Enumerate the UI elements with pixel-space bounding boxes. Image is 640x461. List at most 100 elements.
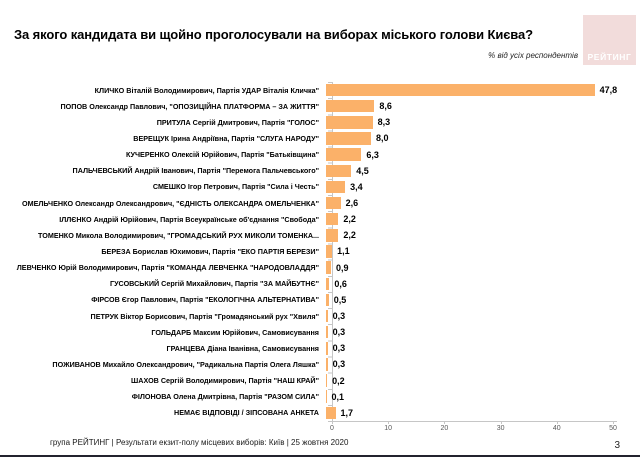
chart-row: ВЕРЕЩУК Ірина Андріївна, Партія "СЛУГА Н… (0, 130, 640, 146)
value-label: 0,1 (331, 391, 345, 402)
value-label: 0,3 (332, 359, 346, 370)
category-label: ТОМЕНКО Микола Володимирович, "ГРОМАДСЬК… (38, 230, 319, 240)
category-label: ВЕРЕЩУК Ірина Андріївна, Партія "СЛУГА Н… (133, 133, 319, 143)
chart-row: БЕРЕЗА Борислав Юхимович, Партія "ЕКО ПА… (0, 243, 640, 259)
bar (326, 180, 346, 194)
bar-track: 8,3 (326, 116, 640, 129)
bar-track: 0,5 (326, 293, 640, 307)
bar (326, 245, 333, 258)
value-label: 3,4 (350, 181, 363, 192)
category-label: ФІРСОВ Єгор Павлович, Партія "ЕКОЛОГІЧНА… (91, 295, 319, 305)
value-label: 4,5 (356, 165, 369, 176)
chart-row: ПРИТУЛА Сергій Дмитрович, Партія "ГОЛОС"… (0, 114, 640, 130)
value-label: 8,3 (377, 117, 391, 128)
x-axis-tick-mark (332, 421, 333, 424)
chart-row: ПЕТРУК Віктор Борисович, Партія "Громадя… (0, 308, 640, 324)
category-label: ПАЛЬЧЕВСЬКИЙ Андрій Іванович, Партія "Пе… (72, 166, 319, 176)
bar (326, 164, 352, 178)
page-title: За якого кандидата ви щойно проголосувал… (14, 27, 533, 42)
chart-row: КУЧЕРЕНКО Олексій Юрійович, Партія "Бать… (0, 147, 640, 163)
bar-track: 0,2 (326, 374, 640, 387)
bar-track: 3,4 (326, 180, 640, 194)
x-axis-tick-mark (500, 421, 502, 424)
chart-row: СМЕШКО Ігор Петрович, Партія "Сила і Чес… (0, 179, 640, 195)
category-label: ПОЖИВАНОВ Михайло Олександрович, "Радика… (52, 359, 319, 369)
bar (326, 374, 328, 387)
bar-track: 0,1 (326, 390, 640, 403)
value-label: 2,2 (343, 214, 356, 225)
rating-group-logo-text: РЕЙТИНГ (587, 52, 632, 62)
bar-track: 47,8 (326, 83, 640, 97)
category-label: ШАХОВ Сергій Володимирович, Партія "НАШ … (131, 376, 319, 386)
x-axis-tick-label: 50 (609, 425, 617, 432)
bar-track: 8,6 (326, 99, 640, 113)
category-label: ГУСОВСЬКИЙ Сергій Михайлович, Партія "ЗА… (110, 279, 319, 289)
category-label: НЕМАЄ ВІДПОВІДІ / ЗІПСОВАНА АНКЕТА (174, 408, 319, 418)
y-axis-line (332, 82, 333, 421)
category-label: ГРАНЦЕВА Діана Іванівна, Самовисування (166, 343, 319, 353)
x-axis-tick-label: 30 (496, 425, 505, 432)
value-label: 0,9 (336, 262, 349, 273)
value-label: 0,5 (333, 294, 347, 305)
category-label: КУЧЕРЕНКО Олексій Юрійович, Партія "Бать… (125, 150, 319, 160)
bar-track: 4,5 (326, 164, 640, 178)
x-axis-tick-mark (444, 421, 446, 424)
category-label: КЛИЧКО Віталій Володимирович, Партія УДА… (94, 85, 319, 95)
bar-track: 8,0 (326, 132, 640, 145)
bar-track: 0,3 (326, 358, 640, 371)
value-label: 2,2 (343, 230, 356, 241)
chart-row: ОМЕЛЬЧЕНКО Олександр Олександрович, "ЄДН… (0, 195, 640, 211)
value-label: 0,3 (332, 311, 346, 322)
bar-track: 2,2 (326, 212, 640, 226)
chart-row: ГРАНЦЕВА Діана Іванівна, Самовисування 0,… (0, 340, 640, 356)
category-label: ПРИТУЛА Сергій Дмитрович, Партія "ГОЛОС" (156, 117, 319, 127)
bar-track: 0,9 (326, 261, 640, 274)
x-axis-tick-label: 10 (384, 425, 393, 432)
chart-row: ФІЛОНОВА Олена Дмитрівна, Партія "РАЗОМ … (0, 389, 640, 405)
footer-divider-line (0, 455, 640, 457)
bar-track: 2,6 (326, 196, 640, 210)
bar (326, 325, 328, 339)
bar (326, 116, 373, 129)
category-label: БЕРЕЗА Борислав Юхимович, Партія "ЕКО ПА… (101, 246, 319, 256)
chart-row: ГУСОВСЬКИЙ Сергій Михайлович, Партія "ЗА… (0, 276, 640, 292)
chart-row: ФІРСОВ Єгор Павлович, Партія "ЕКОЛОГІЧНА… (0, 292, 640, 308)
category-label: СМЕШКО Ігор Петрович, Партія "Сила і Чес… (152, 182, 319, 192)
chart-rows: КЛИЧКО Віталій Володимирович, Партія УДА… (0, 82, 640, 421)
x-axis-tick-label: 0 (330, 425, 334, 432)
bar (326, 261, 332, 274)
chart-row: ПОПОВ Олександр Павлович, "ОПОЗИЦІЙНА ПЛ… (0, 98, 640, 114)
x-axis-tick-label: 20 (440, 425, 449, 432)
category-label: ЛЕВЧЕНКО Юрій Володимирович, Партія "КОМ… (16, 263, 319, 273)
x-axis-tick-mark (388, 421, 390, 424)
page-number: 3 (614, 440, 620, 451)
bar (326, 229, 339, 242)
bar (326, 148, 362, 161)
x-axis-tick-label: 40 (552, 425, 561, 432)
chart-subtitle: % від усіх респондентів (488, 51, 578, 60)
bar-track: 0,3 (326, 342, 640, 355)
bar (326, 83, 595, 97)
category-label: ПЕТРУК Віктор Борисович, Партія "Громадя… (90, 311, 319, 321)
value-label: 6,3 (366, 149, 379, 160)
bar-track: 0,6 (326, 277, 640, 290)
chart-row: ПАЛЬЧЕВСЬКИЙ Андрій Іванович, Партія "Пе… (0, 163, 640, 179)
value-label: 2,6 (345, 198, 359, 209)
bar (326, 342, 328, 355)
x-axis-line (332, 421, 617, 422)
bar (326, 309, 328, 323)
value-label: 0,3 (332, 327, 346, 338)
chart-row: ТОМЕНКО Микола Володимирович, "ГРОМАДСЬК… (0, 227, 640, 243)
chart-row: НЕМАЄ ВІДПОВІДІ / ЗІПСОВАНА АНКЕТА 1,7 (0, 405, 640, 421)
bar-track: 0,3 (326, 325, 640, 339)
x-axis-tick-mark (556, 421, 558, 424)
bar (326, 277, 330, 290)
category-label: ПОПОВ Олександр Павлович, "ОПОЗИЦІЙНА ПЛ… (60, 101, 319, 111)
value-label: 8,6 (379, 101, 392, 112)
bar (326, 358, 328, 371)
chart-row: КЛИЧКО Віталій Володимирович, Партія УДА… (0, 82, 640, 98)
chart-row: ГОЛЬДАРБ Максим Юрійович, Самовисування 0… (0, 324, 640, 340)
value-label: 8,0 (375, 133, 389, 144)
value-label: 0,6 (334, 278, 347, 289)
